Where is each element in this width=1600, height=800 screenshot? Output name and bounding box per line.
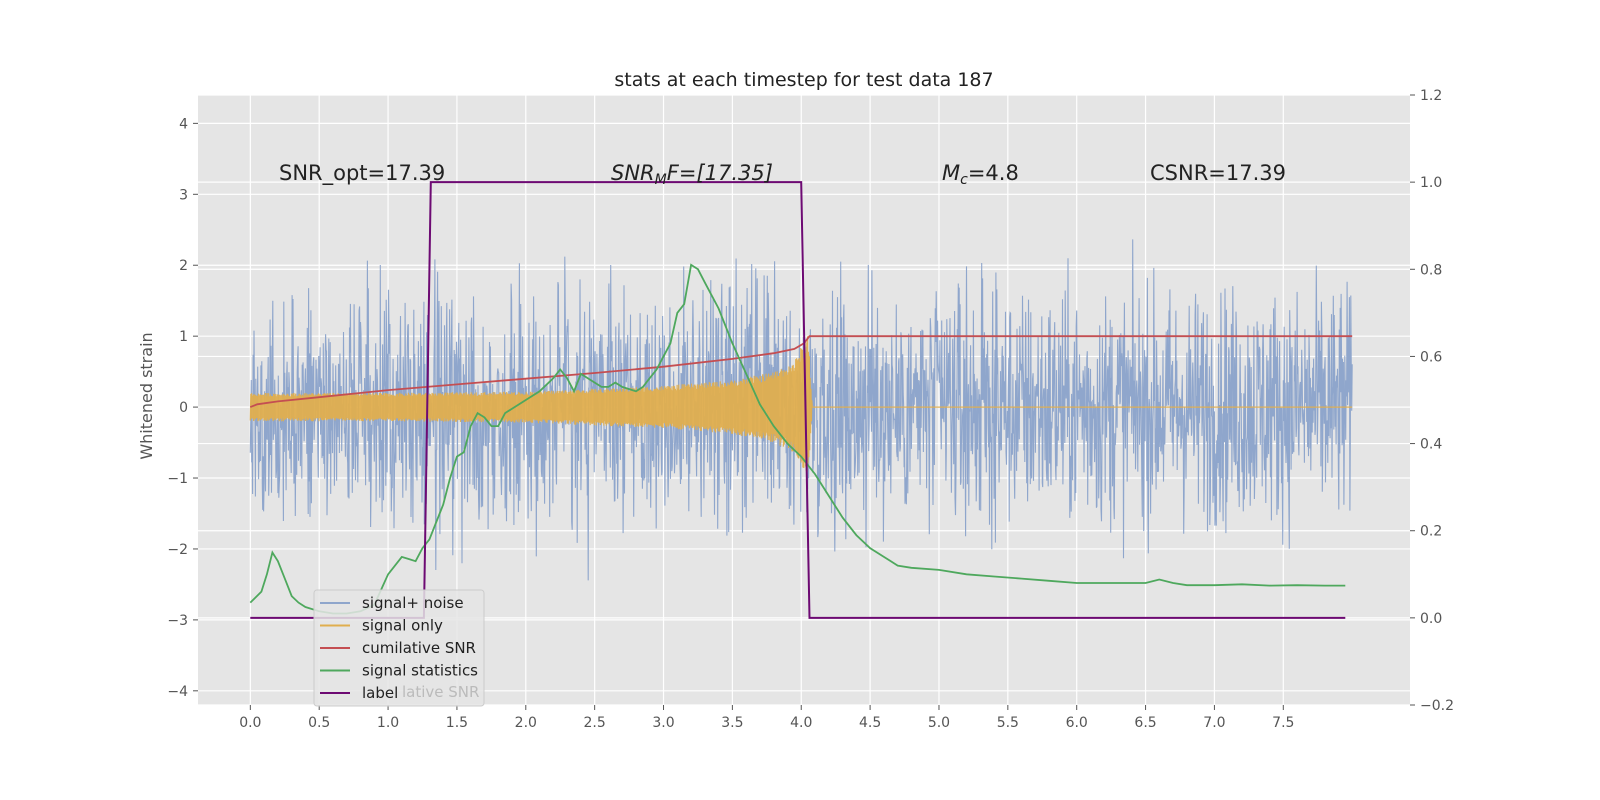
y2-tick-label: 1.0 (1420, 175, 1442, 191)
chart-title: stats at each timestep for test data 187 (614, 69, 993, 91)
annotation-snr-opt: SNR_opt=17.39 (279, 161, 445, 186)
y-tick-label: 3 (179, 187, 188, 203)
y2-tick-label: 1.2 (1420, 88, 1442, 104)
y2-tick-label: 0.6 (1420, 349, 1442, 365)
y-tick-label: −3 (167, 613, 188, 629)
x-tick-label: 0.0 (239, 715, 261, 731)
x-tick-label: 2.5 (584, 715, 606, 731)
x-tick-label: 2.0 (515, 715, 537, 731)
y2-tick-label: 0.2 (1420, 524, 1442, 540)
mc-sub: c (960, 172, 968, 188)
signal-only-series (249, 336, 1353, 472)
legend-entry-label: signal+ noise (362, 594, 464, 612)
y2-tick-label: 0.4 (1420, 437, 1442, 453)
y-tick-label: −4 (167, 684, 188, 700)
x-tick-label: 7.5 (1272, 715, 1294, 731)
y-tick-label: −2 (167, 542, 188, 558)
annotation-mc: Mc=4.8 (942, 161, 1019, 188)
annotation-snr-mf: SNRMF=[17.35] (611, 161, 773, 188)
x-tick-label: 7.0 (1203, 715, 1225, 731)
x-tick-label: 3.0 (652, 715, 674, 731)
y-tick-label: −1 (167, 471, 188, 487)
legend-entry-label: signal statistics (362, 662, 478, 680)
annotation-csnr: CSNR=17.39 (1150, 161, 1286, 185)
x-tick-label: 0.5 (308, 715, 330, 731)
x-tick-label: 5.5 (997, 715, 1019, 731)
x-tick-label: 4.0 (790, 715, 812, 731)
cumulative-snr-series (249, 335, 1353, 408)
x-tick-label: 1.0 (377, 715, 399, 731)
legend-box (313, 589, 485, 707)
x-tick-label: 6.0 (1066, 715, 1088, 731)
signal-statistics-line (249, 263, 1346, 615)
snr-mf-main: SNR (611, 161, 655, 185)
legend-entry-label: signal only (362, 617, 443, 635)
y-tick-label: 2 (179, 258, 188, 274)
x-tick-label: 1.5 (446, 715, 468, 731)
y2-tick-label: 0.0 (1420, 611, 1442, 627)
y-axis-label: Whitened strain (137, 332, 156, 459)
axes: 0.0 0.5 1.0 1.5 2.0 2.5 3.0 3.5 4.0 4.5 5.0 5.5 6.0 6… (167, 88, 1454, 731)
mc-main: M (942, 161, 960, 185)
legend-entry-label: label (362, 684, 398, 702)
snr-mf-rest: F=[17.35] (667, 161, 773, 185)
signal-only-line (249, 336, 1353, 472)
signal-statistics-series (249, 263, 1346, 615)
y2-tick-label: −0.2 (1420, 698, 1454, 714)
legend: lative SNR signal+ noise signal only cumil… (313, 589, 485, 707)
x-tick-label: 6.5 (1134, 715, 1156, 731)
x-tick-label: 5.0 (928, 715, 950, 731)
y2-tick-label: 0.8 (1420, 262, 1442, 278)
y-tick-label: 0 (179, 400, 188, 416)
y-tick-label: 4 (179, 116, 188, 132)
x-tick-label: 3.5 (721, 715, 743, 731)
y-tick-label: 1 (179, 329, 188, 345)
cumulative-snr-line (249, 335, 1353, 408)
snr-mf-sub: M (655, 172, 667, 188)
x-tick-label: 4.5 (859, 715, 881, 731)
legend-ghost-text: lative SNR (402, 683, 479, 701)
legend-entry-label: cumilative SNR (362, 639, 476, 657)
mc-rest: =4.8 (968, 161, 1019, 185)
